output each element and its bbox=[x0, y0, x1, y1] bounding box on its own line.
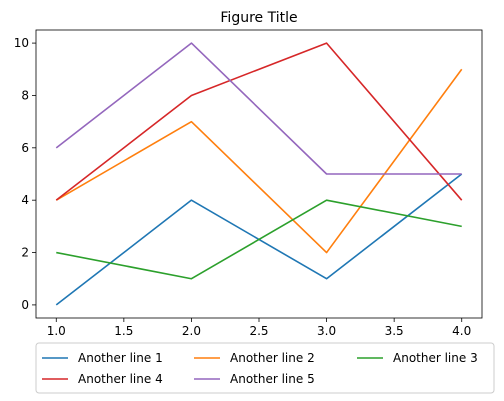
legend-label-5: Another line 5 bbox=[230, 372, 315, 386]
x-tick-label: 2.0 bbox=[182, 324, 201, 338]
y-tick-label: 0 bbox=[21, 298, 29, 312]
x-tick-label: 3.0 bbox=[317, 324, 336, 338]
legend-label-1: Another line 1 bbox=[78, 351, 163, 365]
series-lines bbox=[56, 43, 461, 305]
y-tick-label: 2 bbox=[21, 246, 29, 260]
y-tick-label: 6 bbox=[21, 141, 29, 155]
series-line-2 bbox=[56, 69, 461, 252]
x-tick-label: 3.5 bbox=[385, 324, 404, 338]
legend-label-4: Another line 4 bbox=[78, 372, 163, 386]
x-tick-label: 1.5 bbox=[114, 324, 133, 338]
x-tick-label: 2.5 bbox=[249, 324, 268, 338]
y-tick-label: 8 bbox=[21, 88, 29, 102]
series-line-3 bbox=[56, 200, 461, 279]
legend-label-3: Another line 3 bbox=[393, 351, 478, 365]
chart-title: Figure Title bbox=[220, 10, 297, 26]
series-line-5 bbox=[56, 43, 461, 174]
x-tick-label: 4.0 bbox=[452, 324, 471, 338]
y-tick-label: 10 bbox=[14, 36, 29, 50]
legend-label-2: Another line 2 bbox=[230, 351, 315, 365]
legend: Another line 1 Another line 2 Another line… bbox=[36, 343, 494, 393]
x-tick-label: 1.0 bbox=[47, 324, 66, 338]
series-line-4 bbox=[56, 43, 461, 200]
y-tick-label: 4 bbox=[21, 193, 29, 207]
